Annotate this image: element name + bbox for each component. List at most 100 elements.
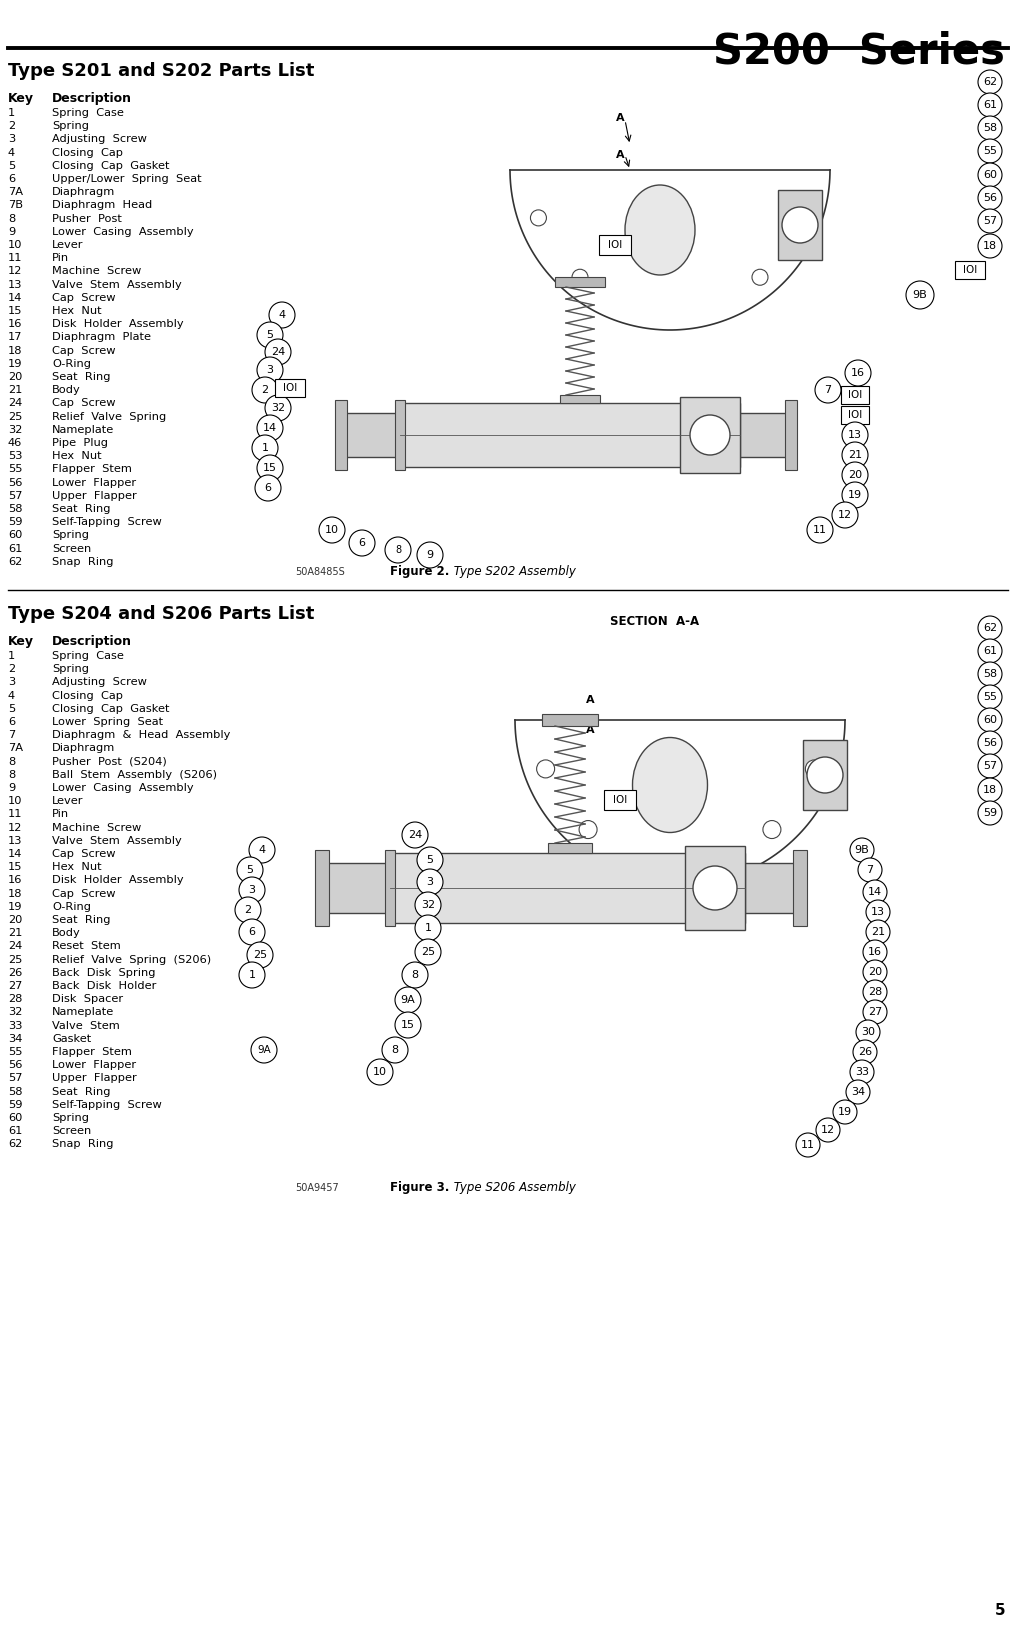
Text: Relief  Valve  Spring: Relief Valve Spring — [52, 411, 167, 421]
Text: Pin: Pin — [52, 809, 69, 819]
Text: 27: 27 — [8, 981, 22, 991]
Text: Cap  Screw: Cap Screw — [52, 848, 116, 858]
Text: 62: 62 — [982, 77, 997, 87]
Text: 7A: 7A — [8, 187, 23, 197]
Circle shape — [978, 753, 1002, 778]
Circle shape — [978, 685, 1002, 709]
Text: 2: 2 — [8, 663, 15, 675]
Text: Type S204 and S206 Parts List: Type S204 and S206 Parts List — [8, 604, 314, 622]
Circle shape — [833, 1101, 858, 1124]
Circle shape — [978, 616, 1002, 640]
Circle shape — [579, 821, 597, 839]
Circle shape — [806, 760, 823, 778]
Text: 15: 15 — [401, 1020, 415, 1030]
Circle shape — [239, 919, 265, 945]
Text: Pin: Pin — [52, 254, 69, 264]
Text: 20: 20 — [8, 372, 22, 382]
Circle shape — [978, 731, 1002, 755]
Circle shape — [752, 269, 768, 285]
Text: 25: 25 — [421, 947, 435, 957]
Text: 56: 56 — [983, 739, 997, 749]
Text: Type S202 Assembly: Type S202 Assembly — [450, 565, 576, 578]
Circle shape — [906, 282, 934, 310]
Text: 25: 25 — [8, 411, 22, 421]
Circle shape — [863, 960, 887, 984]
Text: 7: 7 — [867, 865, 874, 875]
Text: 14: 14 — [263, 423, 277, 432]
Text: Valve  Stem  Assembly: Valve Stem Assembly — [52, 280, 182, 290]
Text: 10: 10 — [8, 796, 22, 806]
Circle shape — [842, 462, 868, 488]
Circle shape — [978, 116, 1002, 139]
Text: Diaphragm: Diaphragm — [52, 187, 115, 197]
Text: Flapper  Stem: Flapper Stem — [52, 1047, 132, 1057]
Text: 1: 1 — [8, 108, 15, 118]
Circle shape — [863, 940, 887, 965]
Text: Disk  Holder  Assembly: Disk Holder Assembly — [52, 319, 184, 329]
Circle shape — [249, 837, 275, 863]
Text: Pusher  Post  (S204): Pusher Post (S204) — [52, 757, 167, 767]
Text: Spring: Spring — [52, 1112, 89, 1124]
Circle shape — [845, 360, 871, 387]
Text: 57: 57 — [982, 762, 997, 771]
Text: 59: 59 — [982, 808, 997, 817]
Text: Spring: Spring — [52, 663, 89, 675]
Text: 57: 57 — [8, 491, 22, 501]
Text: 9: 9 — [8, 226, 15, 238]
Text: 56: 56 — [8, 1060, 22, 1070]
Text: Closing  Cap: Closing Cap — [52, 691, 123, 701]
Text: 14: 14 — [8, 293, 22, 303]
Text: 59: 59 — [8, 518, 22, 527]
Circle shape — [978, 139, 1002, 164]
Text: Self-Tapping  Screw: Self-Tapping Screw — [52, 518, 162, 527]
Text: Key: Key — [8, 636, 34, 649]
Circle shape — [863, 1001, 887, 1024]
Circle shape — [842, 482, 868, 508]
Text: 6: 6 — [8, 717, 15, 727]
Text: Lower  Casing  Assembly: Lower Casing Assembly — [52, 783, 194, 793]
Circle shape — [866, 921, 890, 943]
Circle shape — [415, 916, 441, 940]
Text: 6: 6 — [359, 537, 366, 549]
Text: Nameplate: Nameplate — [52, 424, 114, 434]
Circle shape — [530, 210, 547, 226]
Text: Lower  Flapper: Lower Flapper — [52, 1060, 136, 1070]
Text: Key: Key — [8, 92, 34, 105]
Circle shape — [832, 501, 858, 527]
Text: Hex  Nut: Hex Nut — [52, 450, 102, 462]
Circle shape — [239, 876, 265, 903]
Text: 9: 9 — [427, 550, 434, 560]
Text: 24: 24 — [8, 942, 22, 952]
Circle shape — [237, 857, 263, 883]
Circle shape — [239, 962, 265, 988]
Circle shape — [269, 301, 295, 328]
Text: Diaphragm  Plate: Diaphragm Plate — [52, 333, 151, 342]
Text: 57: 57 — [982, 216, 997, 226]
Text: 18: 18 — [982, 241, 997, 251]
Text: Closing  Cap  Gasket: Closing Cap Gasket — [52, 704, 170, 714]
Text: 12: 12 — [821, 1125, 835, 1135]
Circle shape — [402, 962, 428, 988]
Text: O-Ring: O-Ring — [52, 903, 91, 912]
Text: 10: 10 — [8, 241, 22, 251]
Circle shape — [815, 377, 841, 403]
Text: 32: 32 — [421, 899, 435, 911]
Circle shape — [235, 898, 261, 922]
Text: Machine  Screw: Machine Screw — [52, 267, 141, 277]
Bar — [680, 396, 740, 473]
Text: IOI: IOI — [613, 794, 627, 804]
Circle shape — [252, 377, 278, 403]
Text: 26: 26 — [858, 1047, 872, 1057]
Text: 13: 13 — [848, 431, 862, 441]
Text: 19: 19 — [848, 490, 862, 500]
Text: 61: 61 — [8, 1127, 22, 1137]
Text: 2: 2 — [261, 385, 268, 395]
Text: 30: 30 — [861, 1027, 875, 1037]
Text: 3: 3 — [427, 876, 434, 888]
Circle shape — [850, 1060, 874, 1084]
Circle shape — [257, 455, 283, 482]
Text: Closing  Cap  Gasket: Closing Cap Gasket — [52, 161, 170, 170]
Text: 58: 58 — [8, 505, 22, 514]
Text: 11: 11 — [813, 526, 827, 536]
Bar — [560, 395, 600, 403]
